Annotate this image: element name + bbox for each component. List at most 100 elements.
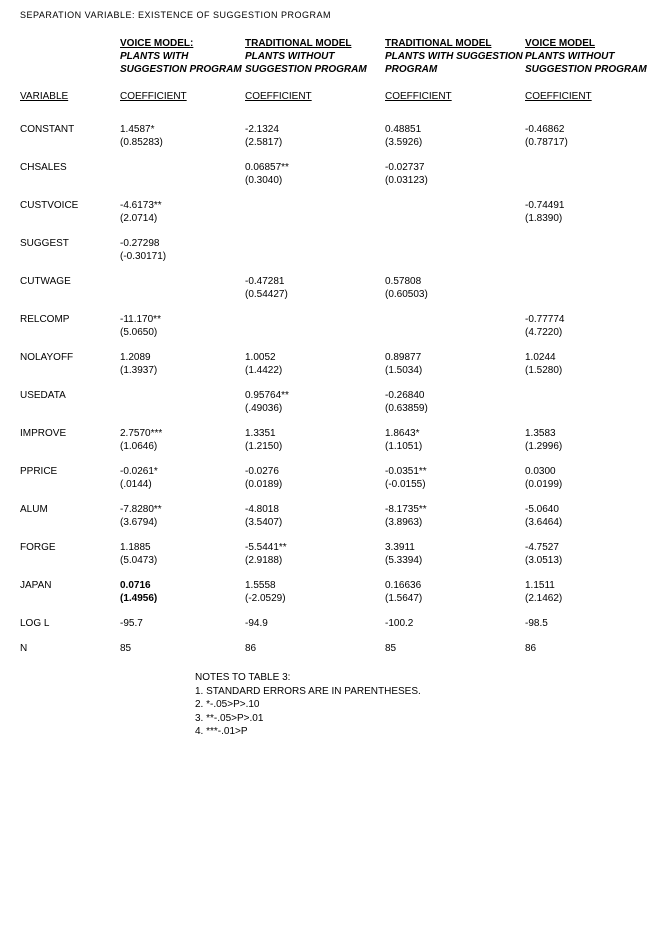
- coef-cell: -7.8280**(3.6794): [120, 493, 245, 531]
- coef-cell: [245, 303, 385, 341]
- coef-cell: -2.1324(2.5817): [245, 113, 385, 151]
- coef-value: 0.89877: [385, 351, 525, 364]
- std-error: (-0.0155): [385, 478, 525, 491]
- variable-label: NOLAYOFF: [20, 341, 120, 379]
- coef-cell: 0.89877(1.5034): [385, 341, 525, 379]
- variable-label: CUSTVOICE: [20, 189, 120, 227]
- std-error: (1.5034): [385, 364, 525, 377]
- coef-header-3: COEFFICIENT: [525, 88, 665, 113]
- variable-label: PPRICE: [20, 455, 120, 493]
- coef-cell: [525, 265, 665, 303]
- coef-value: -0.46862: [525, 123, 665, 136]
- coef-value: 86: [525, 642, 665, 655]
- coef-cell: [245, 189, 385, 227]
- coef-value: 1.8643*: [385, 427, 525, 440]
- variable-label: LOG L: [20, 607, 120, 632]
- coef-value: 85: [120, 642, 245, 655]
- std-error: (1.0646): [120, 440, 245, 453]
- coef-value: -0.0261*: [120, 465, 245, 478]
- std-error: (2.5817): [245, 136, 385, 149]
- coef-cell: 0.48851(3.5926): [385, 113, 525, 151]
- page-title: SEPARATION VARIABLE: EXISTENCE OF SUGGES…: [20, 10, 647, 20]
- coef-cell: 86: [525, 632, 665, 657]
- variable-label: JAPAN: [20, 569, 120, 607]
- coef-cell: [120, 265, 245, 303]
- coef-cell: -11.170**(5.0650): [120, 303, 245, 341]
- coef-value: 3.3911: [385, 541, 525, 554]
- std-error: (2.0714): [120, 212, 245, 225]
- regression-table: VOICE MODEL: PLANTS WITH SUGGESTION PROG…: [20, 35, 647, 657]
- col-header-2: TRADITIONAL MODEL PLANTS WITH SUGGESTION…: [385, 35, 525, 88]
- std-error: (4.7220): [525, 326, 665, 339]
- variable-header: VARIABLE: [20, 88, 120, 113]
- coef-cell: -0.46862(0.78717): [525, 113, 665, 151]
- coef-cell: -100.2: [385, 607, 525, 632]
- coef-value: -95.7: [120, 617, 245, 630]
- coef-value: 85: [385, 642, 525, 655]
- coef-cell: -0.74491(1.8390): [525, 189, 665, 227]
- coef-cell: 1.4587*(0.85283): [120, 113, 245, 151]
- std-error: (1.5280): [525, 364, 665, 377]
- coef-value: -0.26840: [385, 389, 525, 402]
- coef-cell: 3.3911(5.3394): [385, 531, 525, 569]
- coef-value: -4.8018: [245, 503, 385, 516]
- col-header-1: TRADITIONAL MODEL PLANTS WITHOUT SUGGEST…: [245, 35, 385, 88]
- std-error: (1.4422): [245, 364, 385, 377]
- coef-value: 0.0300: [525, 465, 665, 478]
- variable-label: IMPROVE: [20, 417, 120, 455]
- std-error: (0.03123): [385, 174, 525, 187]
- coef-cell: 86: [245, 632, 385, 657]
- coef-cell: [385, 189, 525, 227]
- coef-cell: 1.0244(1.5280): [525, 341, 665, 379]
- coef-value: -0.0351**: [385, 465, 525, 478]
- coef-cell: 1.3351(1.2150): [245, 417, 385, 455]
- coef-value: -100.2: [385, 617, 525, 630]
- coef-value: -8.1735**: [385, 503, 525, 516]
- coef-cell: -0.0276(0.0189): [245, 455, 385, 493]
- std-error: (1.2150): [245, 440, 385, 453]
- variable-label: CHSALES: [20, 151, 120, 189]
- std-error: (3.6794): [120, 516, 245, 529]
- note-2: 2. *-.05>P>.10: [195, 698, 647, 712]
- coef-cell: -94.9: [245, 607, 385, 632]
- coef-value: -0.02737: [385, 161, 525, 174]
- variable-label: SUGGEST: [20, 227, 120, 265]
- note-4: 4. ***-.01>P: [195, 725, 647, 739]
- coef-cell: -0.27298(-0.30171): [120, 227, 245, 265]
- coef-cell: -0.02737(0.03123): [385, 151, 525, 189]
- coef-cell: 1.2089(1.3937): [120, 341, 245, 379]
- coef-value: -2.1324: [245, 123, 385, 136]
- std-error: (1.2996): [525, 440, 665, 453]
- coef-cell: -5.0640(3.6464): [525, 493, 665, 531]
- coef-cell: -5.5441**(2.9188): [245, 531, 385, 569]
- coef-cell: [120, 151, 245, 189]
- coef-value: -5.0640: [525, 503, 665, 516]
- coef-cell: 1.1885(5.0473): [120, 531, 245, 569]
- coef-cell: 85: [385, 632, 525, 657]
- std-error: (1.3937): [120, 364, 245, 377]
- std-error: (0.60503): [385, 288, 525, 301]
- coef-value: -4.7527: [525, 541, 665, 554]
- coef-cell: 1.8643*(1.1051): [385, 417, 525, 455]
- coef-cell: [245, 227, 385, 265]
- coef-value: 86: [245, 642, 385, 655]
- col-header-3: VOICE MODEL PLANTS WITHOUT SUGGESTION PR…: [525, 35, 665, 88]
- std-error: (3.6464): [525, 516, 665, 529]
- coef-cell: [385, 227, 525, 265]
- std-error: (0.0189): [245, 478, 385, 491]
- coef-cell: -4.8018(3.5407): [245, 493, 385, 531]
- coef-value: 1.0244: [525, 351, 665, 364]
- std-error: (0.63859): [385, 402, 525, 415]
- coef-cell: 1.0052(1.4422): [245, 341, 385, 379]
- std-error: (5.3394): [385, 554, 525, 567]
- coef-value: -0.77774: [525, 313, 665, 326]
- std-error: (0.78717): [525, 136, 665, 149]
- coef-cell: -8.1735**(3.8963): [385, 493, 525, 531]
- variable-label: CONSTANT: [20, 113, 120, 151]
- std-error: (0.54427): [245, 288, 385, 301]
- coef-header-0: COEFFICIENT: [120, 88, 245, 113]
- coef-value: 1.2089: [120, 351, 245, 364]
- coef-value: 2.7570***: [120, 427, 245, 440]
- coef-value: 1.1511: [525, 579, 665, 592]
- std-error: (3.0513): [525, 554, 665, 567]
